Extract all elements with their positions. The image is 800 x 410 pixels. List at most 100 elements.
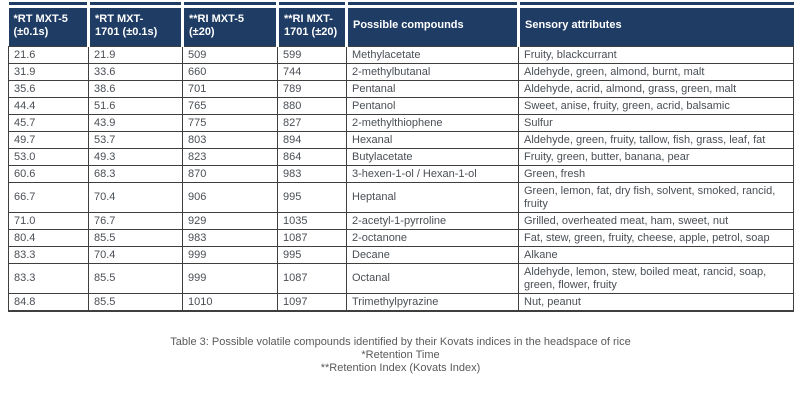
cell-sensory: Green, lemon, fat, dry fish, solvent, sm…	[518, 181, 794, 213]
cell-compound: Butylacetate	[346, 147, 519, 166]
cell-rt-mxt1701: 70.4	[88, 245, 183, 264]
cell-compound: Octanal	[346, 262, 519, 294]
cell-sensory: Fat, stew, green, fruity, cheese, apple,…	[518, 228, 794, 247]
cell-rt-mxt1701: 76.7	[88, 211, 183, 230]
cell-sensory: Fruity, blackcurrant	[518, 45, 794, 64]
table-caption: Table 3: Possible volatile compounds ide…	[8, 336, 793, 375]
table-header: *RT MXT-5 (±0.1s) *RT MXT- 1701 (±0.1s) …	[8, 2, 794, 46]
cell-rt-mxt5: 71.0	[8, 211, 89, 230]
cell-compound: 2-methylbutanal	[346, 62, 519, 81]
cell-rt-mxt1701: 51.6	[88, 96, 183, 115]
caption-title: Table 3: Possible volatile compounds ide…	[170, 335, 631, 348]
cell-sensory: Nut, peanut	[518, 292, 794, 312]
cell-rt-mxt5: 44.4	[8, 96, 89, 115]
table-row: 83.3 85.5 999 1087 Octanal Aldehyde, lemon, s…	[8, 262, 794, 294]
cell-rt-mxt1701: 68.3	[88, 164, 183, 183]
cell-sensory: Sweet, anise, fruity, green, acrid, bals…	[518, 96, 794, 115]
cell-compound: Pentanal	[346, 79, 519, 98]
cell-compound: Decane	[346, 245, 519, 264]
table-row: 66.7 70.4 906 995 Heptanal Green, lemon, fat,…	[8, 181, 794, 213]
col-header-compound: Possible compounds	[345, 2, 519, 46]
cell-ri-mxt5: 775	[182, 113, 278, 132]
cell-sensory: Aldehyde, green, fruity, tallow, fish, g…	[518, 130, 794, 149]
cell-sensory: Fruity, green, butter, banana, pear	[518, 147, 794, 166]
cell-compound: Hexanal	[346, 130, 519, 149]
table-row: 80.4 85.5 983 1087 2-octanone Fat, stew, gree…	[8, 228, 794, 247]
cell-ri-mxt1701: 995	[277, 181, 347, 213]
table-row: 35.6 38.6 701 789 Pentanal Aldehyde, acrid, a…	[8, 79, 794, 98]
cell-rt-mxt5: 49.7	[8, 130, 89, 149]
cell-rt-mxt1701: 70.4	[88, 181, 183, 213]
cell-ri-mxt5: 983	[182, 228, 278, 247]
header-row: *RT MXT-5 (±0.1s) *RT MXT- 1701 (±0.1s) …	[8, 2, 794, 46]
cell-sensory: Aldehyde, lemon, stew, boiled meat, ranc…	[518, 262, 794, 294]
cell-rt-mxt5: 60.6	[8, 164, 89, 183]
cell-compound: Trimethylpyrazine	[346, 292, 519, 312]
cell-ri-mxt1701: 1097	[277, 292, 347, 312]
cell-compound: 2-acetyl-1-pyrroline	[346, 211, 519, 230]
cell-ri-mxt5: 999	[182, 245, 278, 264]
caption-footnote-retention-index: **Retention Index (Kovats Index)	[320, 361, 481, 374]
caption-footnote-retention-time: *Retention Time	[361, 348, 440, 361]
col-header-sensory: Sensory attributes	[517, 2, 794, 46]
table-row: 53.0 49.3 823 864 Butylacetate Fruity, green,…	[8, 147, 794, 166]
cell-ri-mxt5: 765	[182, 96, 278, 115]
cell-ri-mxt5: 660	[182, 62, 278, 81]
table-row: 44.4 51.6 765 880 Pentanol Sweet, anise, frui…	[8, 96, 794, 115]
cell-rt-mxt5: 84.8	[8, 292, 89, 312]
cell-rt-mxt5: 45.7	[8, 113, 89, 132]
cell-ri-mxt5: 803	[182, 130, 278, 149]
cell-rt-mxt5: 66.7	[8, 181, 89, 213]
cell-ri-mxt1701: 880	[277, 96, 347, 115]
col-header-ri-mxt1701: **RI MXT- 1701 (±20)	[276, 2, 347, 46]
cell-ri-mxt1701: 983	[277, 164, 347, 183]
col-header-ri-mxt5: **RI MXT-5 (±20)	[181, 2, 278, 46]
table-row: 60.6 68.3 870 983 3-hexen-1-ol / Hexan-1-ol G…	[8, 164, 794, 183]
cell-rt-mxt1701: 85.5	[88, 292, 183, 312]
cell-ri-mxt1701: 1035	[277, 211, 347, 230]
cell-rt-mxt1701: 43.9	[88, 113, 183, 132]
cell-rt-mxt5: 83.3	[8, 262, 89, 294]
page: *RT MXT-5 (±0.1s) *RT MXT- 1701 (±0.1s) …	[8, 2, 794, 375]
table-row: 84.8 85.5 1010 1097 Trimethylpyrazine Nut, pe…	[8, 292, 794, 312]
table-row: 49.7 53.7 803 894 Hexanal Aldehyde, green, fr…	[8, 130, 794, 149]
cell-ri-mxt1701: 744	[277, 62, 347, 81]
cell-rt-mxt5: 31.9	[8, 62, 89, 81]
cell-ri-mxt1701: 789	[277, 79, 347, 98]
compounds-table: *RT MXT-5 (±0.1s) *RT MXT- 1701 (±0.1s) …	[8, 2, 794, 312]
cell-ri-mxt1701: 599	[277, 45, 347, 64]
cell-sensory: Aldehyde, green, almond, burnt, malt	[518, 62, 794, 81]
cell-sensory: Grilled, overheated meat, ham, sweet, nu…	[518, 211, 794, 230]
cell-ri-mxt1701: 894	[277, 130, 347, 149]
cell-ri-mxt1701: 1087	[277, 228, 347, 247]
cell-rt-mxt5: 83.3	[8, 245, 89, 264]
cell-rt-mxt1701: 33.6	[88, 62, 183, 81]
cell-rt-mxt5: 21.6	[8, 45, 89, 64]
cell-ri-mxt5: 999	[182, 262, 278, 294]
cell-ri-mxt5: 929	[182, 211, 278, 230]
cell-rt-mxt1701: 38.6	[88, 79, 183, 98]
table-row: 83.3 70.4 999 995 Decane Alkane	[8, 245, 794, 264]
col-header-rt-mxt5: *RT MXT-5 (±0.1s)	[8, 2, 89, 46]
cell-rt-mxt5: 53.0	[8, 147, 89, 166]
cell-rt-mxt1701: 53.7	[88, 130, 183, 149]
cell-ri-mxt5: 823	[182, 147, 278, 166]
cell-compound: Heptanal	[346, 181, 519, 213]
cell-rt-mxt1701: 49.3	[88, 147, 183, 166]
cell-rt-mxt1701: 21.9	[88, 45, 183, 64]
cell-ri-mxt5: 509	[182, 45, 278, 64]
cell-compound: Methylacetate	[346, 45, 519, 64]
cell-sensory: Alkane	[518, 245, 794, 264]
table-row: 21.6 21.9 509 599 Methylacetate Fruity, black…	[8, 45, 794, 64]
table-row: 45.7 43.9 775 827 2-methylthiophene Sulfur	[8, 113, 794, 132]
cell-compound: Pentanol	[346, 96, 519, 115]
cell-sensory: Green, fresh	[518, 164, 794, 183]
cell-ri-mxt1701: 864	[277, 147, 347, 166]
cell-ri-mxt5: 1010	[182, 292, 278, 312]
cell-ri-mxt5: 906	[182, 181, 278, 213]
table-row: 31.9 33.6 660 744 2-methylbutanal Aldehyde, g…	[8, 62, 794, 81]
cell-ri-mxt5: 701	[182, 79, 278, 98]
cell-rt-mxt1701: 85.5	[88, 262, 183, 294]
cell-compound: 2-methylthiophene	[346, 113, 519, 132]
cell-compound: 2-octanone	[346, 228, 519, 247]
